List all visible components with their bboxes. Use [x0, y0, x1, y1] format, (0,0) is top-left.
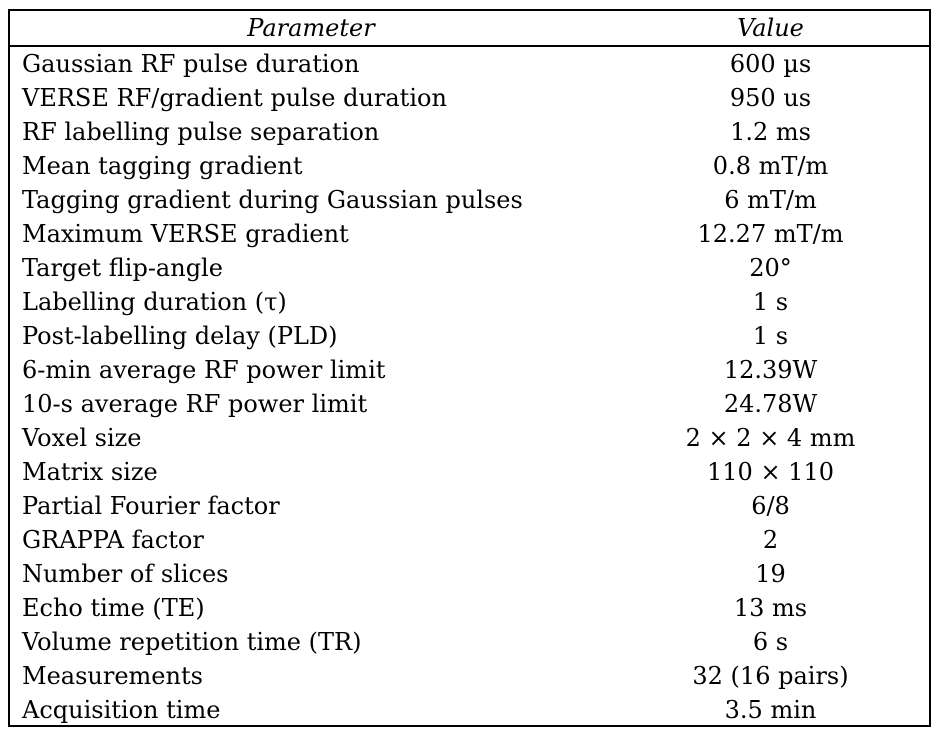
value-cell: 6/8	[612, 489, 929, 523]
table-row: 6-min average RF power limit12.39W	[10, 353, 929, 387]
value-cell: 32 (16 pairs)	[612, 659, 929, 693]
value-cell: 1 s	[612, 319, 929, 353]
parameter-table: Parameter Value Gaussian RF pulse durati…	[8, 9, 931, 727]
table-row: 10-s average RF power limit24.78W	[10, 387, 929, 421]
parameter-cell: Partial Fourier factor	[10, 489, 612, 523]
value-cell: 0.8 mT/m	[612, 149, 929, 183]
parameter-cell: Number of slices	[10, 557, 612, 591]
parameter-cell: VERSE RF/gradient pulse duration	[10, 81, 612, 115]
parameter-cell: Labelling duration (τ)	[10, 285, 612, 319]
value-cell: 950 us	[612, 81, 929, 115]
parameter-cell: 10-s average RF power limit	[10, 387, 612, 421]
value-cell: 3.5 min	[612, 693, 929, 727]
table-row: Acquisition time3.5 min	[10, 693, 929, 727]
parameter-cell: Tagging gradient during Gaussian pulses	[10, 183, 612, 217]
table-row: Tagging gradient during Gaussian pulses6…	[10, 183, 929, 217]
parameter-cell: Acquisition time	[10, 693, 612, 727]
table-row: Matrix size110 × 110	[10, 455, 929, 489]
table-row: Partial Fourier factor6/8	[10, 489, 929, 523]
table-row: Gaussian RF pulse duration600 µs	[10, 46, 929, 81]
value-cell: 12.39W	[612, 353, 929, 387]
table-row: Number of slices19	[10, 557, 929, 591]
table-row: VERSE RF/gradient pulse duration950 us	[10, 81, 929, 115]
value-cell: 19	[612, 557, 929, 591]
table-row: Volume repetition time (TR)6 s	[10, 625, 929, 659]
parameter-cell: Maximum VERSE gradient	[10, 217, 612, 251]
value-cell: 6 s	[612, 625, 929, 659]
value-cell: 110 × 110	[612, 455, 929, 489]
parameter-cell: Gaussian RF pulse duration	[10, 46, 612, 81]
value-cell: 1 s	[612, 285, 929, 319]
value-cell: 20°	[612, 251, 929, 285]
value-cell: 2	[612, 523, 929, 557]
value-cell: 2 × 2 × 4 mm	[612, 421, 929, 455]
table-body: Gaussian RF pulse duration600 µsVERSE RF…	[10, 46, 929, 727]
table-row: Post-labelling delay (PLD)1 s	[10, 319, 929, 353]
parameter-cell: Matrix size	[10, 455, 612, 489]
parameter-cell: RF labelling pulse separation	[10, 115, 612, 149]
parameter-table-grid: Parameter Value Gaussian RF pulse durati…	[10, 11, 929, 727]
column-header-value: Value	[612, 11, 929, 46]
table-row: Echo time (TE)13 ms	[10, 591, 929, 625]
value-cell: 24.78W	[612, 387, 929, 421]
parameter-cell: Voxel size	[10, 421, 612, 455]
value-cell: 1.2 ms	[612, 115, 929, 149]
parameter-cell: 6-min average RF power limit	[10, 353, 612, 387]
table-row: Labelling duration (τ)1 s	[10, 285, 929, 319]
column-header-parameter: Parameter	[10, 11, 612, 46]
table-row: GRAPPA factor2	[10, 523, 929, 557]
table-row: RF labelling pulse separation1.2 ms	[10, 115, 929, 149]
parameter-cell: Volume repetition time (TR)	[10, 625, 612, 659]
value-cell: 6 mT/m	[612, 183, 929, 217]
table-row: Mean tagging gradient0.8 mT/m	[10, 149, 929, 183]
table-header-row: Parameter Value	[10, 11, 929, 46]
parameter-cell: Measurements	[10, 659, 612, 693]
table-row: Maximum VERSE gradient12.27 mT/m	[10, 217, 929, 251]
table-row: Target flip-angle20°	[10, 251, 929, 285]
parameter-cell: Echo time (TE)	[10, 591, 612, 625]
table-row: Measurements32 (16 pairs)	[10, 659, 929, 693]
value-cell: 12.27 mT/m	[612, 217, 929, 251]
value-cell: 600 µs	[612, 46, 929, 81]
parameter-cell: GRAPPA factor	[10, 523, 612, 557]
table-row: Voxel size2 × 2 × 4 mm	[10, 421, 929, 455]
value-cell: 13 ms	[612, 591, 929, 625]
parameter-cell: Target flip-angle	[10, 251, 612, 285]
parameter-cell: Post-labelling delay (PLD)	[10, 319, 612, 353]
parameter-cell: Mean tagging gradient	[10, 149, 612, 183]
